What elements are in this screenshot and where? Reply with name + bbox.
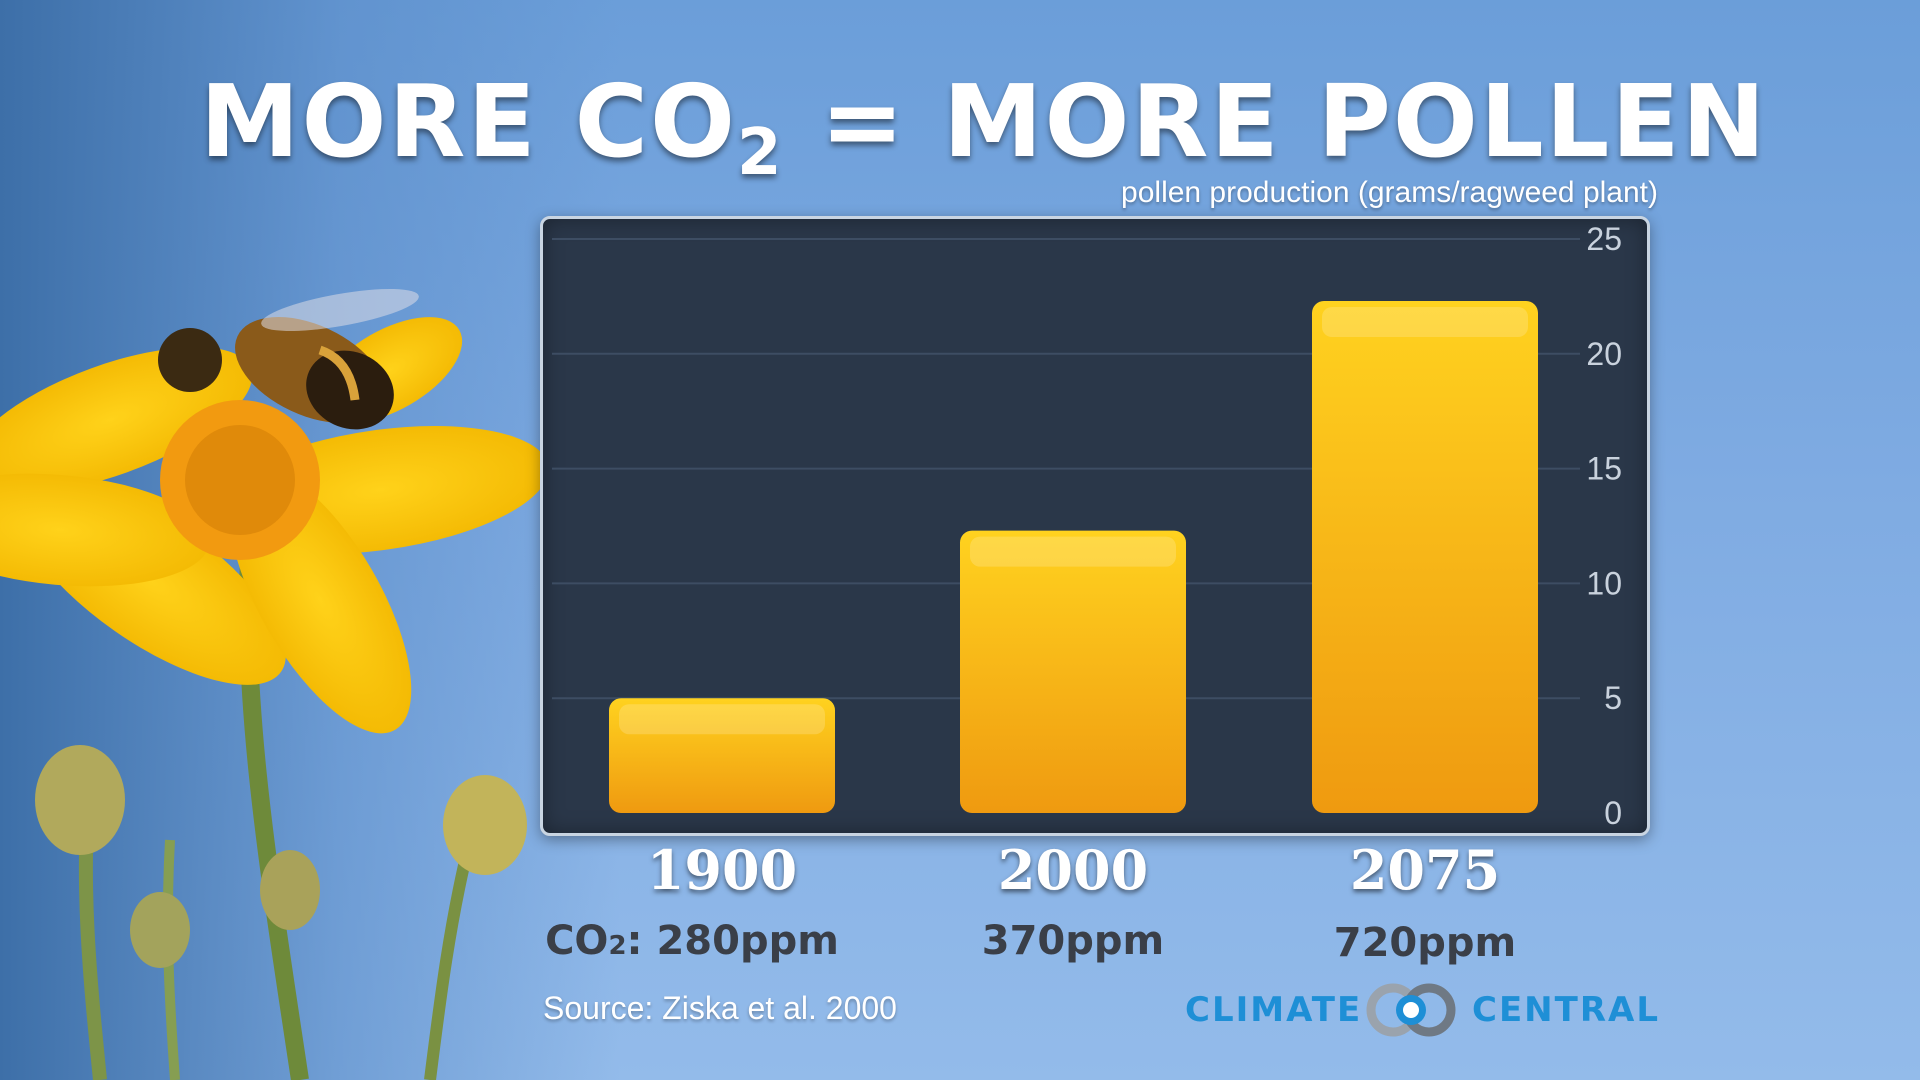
y-tick-label: 15 (1586, 451, 1622, 487)
source-citation: Source: Ziska et al. 2000 (543, 990, 897, 1026)
y-tick-label: 25 (1586, 221, 1622, 257)
y-axis-unit-label: pollen production (grams/ragweed plant) (1121, 176, 1658, 209)
co2-concentration-label: 370ppm (893, 918, 1253, 964)
climate-central-logo: CLIMATE CENTRAL (1185, 980, 1658, 1040)
bar-1900 (609, 698, 835, 813)
bar-2000 (960, 530, 1186, 813)
logo-word-climate: CLIMATE (1185, 990, 1363, 1030)
bee-on-flower-photo (0, 288, 549, 1080)
co2-value: 370ppm (981, 918, 1165, 964)
title-subscript: 2 (737, 116, 784, 190)
x-category-label: 2075 (1349, 838, 1501, 902)
bar-chart: 0 5 10 15 20 25 (552, 221, 1622, 831)
y-tick-label: 10 (1586, 565, 1622, 601)
climate-central-rings-icon (1366, 983, 1456, 1037)
y-tick-label: 20 (1586, 336, 1622, 372)
y-tick-label: 5 (1604, 680, 1622, 716)
bar-highlight (619, 704, 825, 735)
bar-2075 (1312, 300, 1538, 813)
page-title: MORE CO2 = MORE POLLEN (200, 62, 1765, 195)
logo-word-central: CENTRAL (1472, 990, 1660, 1030)
x-category-label: 2000 (997, 838, 1149, 902)
co2-value: 720ppm (1333, 920, 1517, 966)
co2-concentration-label: 720ppm (1245, 920, 1605, 966)
title-part-1: MORE CO (200, 63, 738, 180)
bar-highlight (970, 536, 1176, 567)
co2-suffix: : (626, 918, 657, 964)
title-part-2: = MORE POLLEN (783, 63, 1768, 180)
y-tick-label: 0 (1604, 795, 1622, 831)
co2-value: 280ppm (656, 918, 839, 964)
bar-highlight (1322, 306, 1528, 337)
